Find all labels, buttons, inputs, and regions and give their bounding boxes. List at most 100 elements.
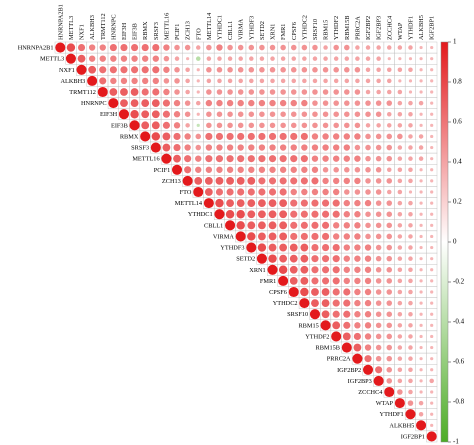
corr-circle <box>280 56 286 61</box>
corr-circle <box>362 364 374 375</box>
corr-circle <box>196 68 200 72</box>
corr-circle <box>430 368 434 372</box>
column-label: METTL16 <box>163 13 170 40</box>
corr-circle <box>430 90 434 94</box>
corr-circle <box>418 411 424 417</box>
corr-circle <box>226 199 234 208</box>
corr-circle <box>386 189 392 195</box>
corr-circle <box>216 122 223 129</box>
corr-circle <box>322 188 329 196</box>
corr-circle <box>141 43 149 52</box>
corr-circle <box>365 222 371 229</box>
corr-circle <box>300 210 308 218</box>
row-label: RBM15B <box>316 345 341 352</box>
corr-circle <box>206 67 212 73</box>
corr-circle <box>430 101 434 105</box>
corr-circle <box>256 253 267 264</box>
row-label: VIRMA <box>213 233 234 240</box>
corr-circle <box>279 254 288 263</box>
corr-circle <box>322 100 329 106</box>
corr-circle <box>268 177 277 185</box>
corr-circle <box>375 133 382 140</box>
row-label: YTHDF3 <box>220 245 244 252</box>
corr-circle <box>215 155 224 163</box>
corr-circle <box>195 45 201 50</box>
corr-circle <box>110 55 117 62</box>
corr-circle <box>174 56 180 61</box>
corr-circle <box>397 378 403 384</box>
corr-circle <box>408 356 413 361</box>
corr-circle <box>130 88 139 96</box>
corr-circle <box>353 332 361 341</box>
corr-circle <box>332 299 340 307</box>
corr-circle <box>120 77 128 85</box>
corr-circle <box>354 288 361 296</box>
row-label: METTL14 <box>175 200 203 207</box>
corr-circle <box>174 44 180 51</box>
corr-circle <box>129 120 140 131</box>
corr-circle <box>333 56 339 61</box>
corr-circle <box>312 44 318 51</box>
corr-circle <box>140 131 151 142</box>
corr-circle <box>247 188 255 196</box>
corr-circle <box>430 279 434 283</box>
corr-circle <box>300 265 309 274</box>
corr-circle <box>196 112 200 116</box>
corr-circle <box>419 179 423 183</box>
corr-circle <box>226 176 234 185</box>
corr-circle <box>344 78 350 84</box>
corr-circle <box>130 99 139 108</box>
corr-circle <box>354 311 361 318</box>
corr-circle <box>108 98 119 109</box>
corr-circle <box>259 89 265 95</box>
row-label: RBM15 <box>298 322 318 329</box>
corr-circle <box>258 232 266 241</box>
corr-circle <box>151 99 160 108</box>
corr-circle <box>354 211 361 218</box>
column-label: SRSF3 <box>153 22 160 40</box>
corr-circle <box>268 210 277 219</box>
corr-circle <box>279 199 288 208</box>
corr-circle <box>419 123 423 127</box>
corr-circle <box>408 167 413 173</box>
corr-circle <box>419 90 423 94</box>
corr-circle <box>131 55 138 62</box>
corr-circle <box>408 123 413 128</box>
corr-circle <box>364 311 372 318</box>
corr-circle <box>186 57 190 61</box>
corr-circle <box>312 56 318 61</box>
corr-circle <box>354 266 361 273</box>
corr-circle <box>99 77 107 85</box>
corr-circle <box>267 264 278 275</box>
corr-circle <box>333 67 339 73</box>
corr-circle <box>321 299 330 308</box>
corr-circle <box>386 123 392 128</box>
corr-circle <box>333 155 340 162</box>
row-label: EIF3B <box>111 122 128 129</box>
corr-circle <box>430 312 434 316</box>
corr-circle <box>353 343 362 352</box>
corr-circle <box>226 188 234 196</box>
matrix: HNRNPA2B1HNRNPA2B1METTL3METTL3NXF1NXF1AL… <box>18 4 438 443</box>
corr-circle <box>99 44 106 51</box>
corr-circle <box>206 78 212 84</box>
column-label: HNRNPC <box>110 14 117 40</box>
corr-circle <box>343 288 351 296</box>
corr-circle <box>397 256 403 261</box>
column-label: VIRMA <box>238 19 245 40</box>
corr-circle <box>386 289 393 295</box>
corr-circle <box>397 223 403 228</box>
corr-circle <box>333 89 339 95</box>
corr-circle <box>291 78 297 84</box>
corr-circle <box>300 276 309 285</box>
colorbar: 1 0.8 0.6 0.4 0.2 0 -0.2 -0.4 -0.6 -0.8 -1 <box>440 38 465 445</box>
corr-circle <box>142 77 149 85</box>
corr-circle <box>419 290 423 294</box>
corr-circle <box>429 378 434 384</box>
corr-circle <box>354 244 361 251</box>
corr-circle <box>258 155 266 163</box>
corr-circle <box>343 199 350 207</box>
corr-circle <box>280 44 286 51</box>
corr-circle <box>268 221 277 230</box>
corr-circle <box>289 276 298 285</box>
